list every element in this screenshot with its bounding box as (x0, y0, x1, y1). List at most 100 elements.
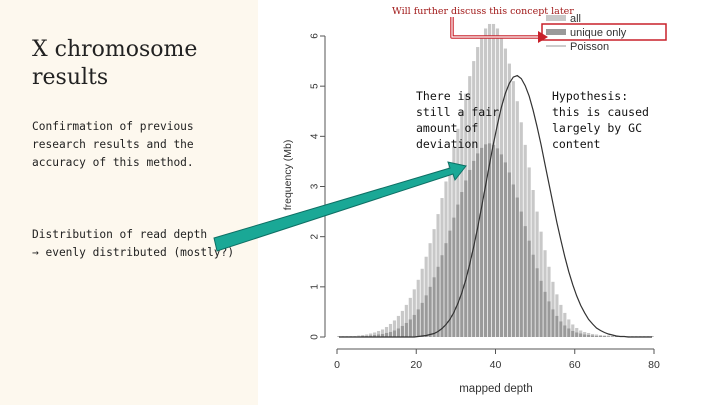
bar-unique (337, 336, 341, 337)
bar-unique (507, 172, 511, 337)
bar-unique (555, 315, 559, 337)
bar-unique (424, 295, 428, 337)
poisson-curve (339, 74, 652, 338)
y-axis-label: frequency (Mb) (282, 140, 294, 211)
bar-all (563, 312, 567, 337)
deviation-note: There is still a fair amount of deviatio… (416, 89, 500, 151)
bar-unique (539, 280, 543, 337)
bar-unique (567, 328, 571, 337)
bar-unique (456, 204, 460, 337)
bar-unique (583, 334, 587, 337)
bar-all (559, 304, 563, 337)
x-tick-label: 80 (648, 359, 660, 371)
bar-unique (598, 335, 603, 337)
bar-all (400, 310, 404, 337)
bar-unique (464, 180, 468, 337)
bar-unique (480, 147, 484, 337)
y-tick-label: 0 (310, 334, 321, 340)
confirmation-text: Confirmation of previous research result… (32, 120, 194, 169)
bar-all (388, 323, 393, 337)
bar-all (365, 334, 369, 337)
bar-unique (579, 333, 583, 337)
bar-unique (468, 169, 472, 337)
bar-unique (448, 230, 452, 337)
bar-unique (650, 336, 654, 337)
bars-unique-series (337, 143, 654, 337)
bar-all (594, 334, 599, 337)
bar-all (567, 319, 571, 337)
bar-unique (499, 154, 504, 337)
x-tick-label: 0 (334, 359, 340, 371)
bar-unique (408, 319, 412, 337)
bar-unique (392, 330, 397, 337)
bar-unique (384, 332, 389, 337)
distribution-line-1: Distribution of read depth (32, 228, 208, 241)
bar-unique (610, 336, 614, 337)
bar-unique (444, 243, 448, 337)
bar-unique (495, 148, 500, 337)
bar-all (384, 326, 389, 337)
y-tick-label: 4 (310, 133, 321, 139)
bar-all (377, 330, 381, 337)
bar-all (416, 279, 420, 337)
bar-all (357, 335, 361, 337)
legend-swatch-unique (546, 29, 566, 35)
bar-unique (575, 332, 579, 337)
bars-all-series (337, 23, 654, 338)
discuss-later-note: Will further discuss this concept later (392, 6, 574, 17)
bar-unique (515, 197, 519, 337)
bar-unique (594, 335, 599, 337)
bar-unique (559, 321, 563, 337)
legend-label: unique only (570, 27, 627, 39)
bar-unique (614, 336, 618, 337)
hypothesis-note: Hypothesis: this is caused largely by GC… (552, 89, 649, 151)
bar-unique (373, 334, 377, 337)
bar-unique (602, 335, 607, 337)
bar-all (373, 332, 377, 337)
bar-all (396, 315, 400, 337)
bar-all (380, 329, 385, 337)
bar-unique (380, 333, 385, 337)
y-tick-label: 5 (310, 83, 321, 89)
bar-unique (369, 335, 373, 337)
bar-unique (591, 335, 595, 337)
y-tick-label: 6 (310, 33, 321, 39)
bar-unique (377, 334, 381, 337)
bar-unique (519, 211, 523, 337)
bar-unique (535, 268, 539, 337)
y-tick-label: 2 (310, 233, 321, 239)
distribution-text: Distribution of read depth → evenly dist… (32, 226, 254, 262)
bar-all (408, 297, 412, 337)
x-tick-label: 20 (410, 359, 422, 371)
bar-unique (503, 162, 507, 337)
bar-unique (606, 336, 611, 337)
bar-unique (523, 226, 527, 337)
bar-unique (491, 144, 496, 337)
bar-unique (531, 254, 535, 337)
bar-unique (460, 192, 464, 337)
bar-all (412, 289, 416, 337)
bar-unique (476, 153, 480, 337)
y-tick-label: 3 (310, 183, 321, 189)
bar-unique (388, 331, 393, 337)
bar-unique (396, 328, 400, 337)
chart-legend: all unique only Poisson (541, 13, 667, 53)
bar-all (369, 333, 373, 337)
bar-unique (511, 184, 515, 337)
bar-all (555, 294, 559, 337)
bar-unique (587, 334, 591, 337)
bar-unique (412, 314, 416, 337)
bar-all (606, 335, 611, 337)
bar-unique (436, 266, 440, 337)
distribution-line-2: → evenly distributed (mostly?) (32, 246, 235, 259)
bar-unique (452, 217, 456, 337)
bar-unique (428, 286, 432, 337)
bar-unique (487, 143, 492, 337)
x-tick-label: 40 (490, 359, 502, 371)
bar-unique (404, 322, 408, 337)
bar-unique (527, 240, 531, 337)
x-tick-label: 60 (569, 359, 581, 371)
bar-unique (416, 309, 420, 337)
